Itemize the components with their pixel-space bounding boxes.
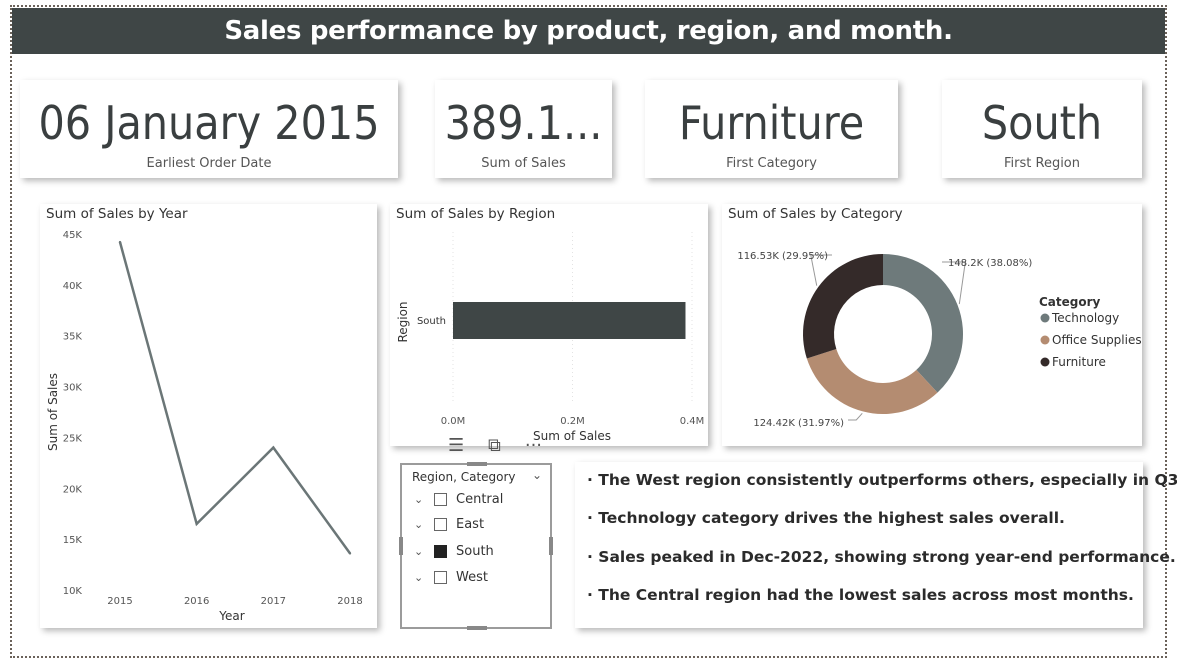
sales-by-region-chart[interactable]: Sum of Sales by Region 0.0M 0.2M 0.4M South…: [390, 204, 708, 446]
year-line-svg: 10K 15K 20K 25K 30K 35K 40K 45K 2015 2016 2017 2018…: [46, 230, 363, 623]
region-bar-svg: 0.0M 0.2M 0.4M South Sum of Sales Region: [396, 232, 705, 443]
resize-handle[interactable]: [467, 626, 487, 630]
slicer-item-east[interactable]: ⌄ East: [414, 514, 484, 534]
kpi-value: 06 January 2015: [38, 96, 380, 150]
kpi-label: Sum of Sales: [481, 156, 566, 171]
slicer-item-south[interactable]: ⌄ South: [414, 541, 494, 561]
x-tick-label: 2017: [261, 596, 286, 607]
slicer-header: Region, Category: [412, 470, 516, 484]
y-tick-label: 40K: [63, 281, 83, 292]
checkbox[interactable]: [434, 492, 447, 506]
line-point: [348, 552, 352, 555]
slice-label: 148.2K (38.08%): [948, 258, 1032, 269]
checkbox-checked[interactable]: [434, 544, 447, 558]
line-point: [118, 240, 122, 244]
legend-marker: [1040, 357, 1050, 367]
category-donut-svg: 148.2K (38.08%) 124.42K (31.97%) 116.53K (…: [737, 251, 1142, 429]
kpi-value: Furniture: [678, 96, 865, 150]
kpi-value: 389.1...: [444, 96, 603, 150]
slicer-item-label: East: [456, 516, 485, 532]
insight-item: · The Central region had the lowest sale…: [587, 586, 1134, 604]
y-tick-label: 10K: [63, 586, 83, 597]
category-label: South: [417, 316, 446, 327]
chart-title: Sum of Sales by Region: [396, 206, 556, 222]
y-tick-label: 15K: [63, 535, 83, 546]
insight-item: · Sales peaked in Dec-2022, showing stro…: [587, 548, 1176, 566]
expand-icon[interactable]: ⌄: [414, 517, 424, 531]
resize-handle[interactable]: [467, 462, 487, 466]
sales-line: [118, 241, 352, 555]
label-leader: [942, 261, 966, 305]
label-leader: [810, 254, 832, 286]
line-point: [272, 446, 275, 449]
x-tick-label: 2018: [337, 596, 362, 607]
y-axis-label: Sum of Sales: [46, 373, 60, 451]
slicer-item-label: West: [456, 569, 488, 585]
legend-item: Office Supplies: [1052, 333, 1142, 347]
insight-item: · Technology category drives the highest…: [587, 509, 1065, 527]
resize-handle[interactable]: [549, 537, 553, 555]
resize-handle[interactable]: [399, 537, 403, 555]
expand-icon[interactable]: ⌄: [414, 492, 424, 506]
slicer-toolbar: ☰ ⧉ ···: [436, 430, 554, 460]
x-tick-label: 0.0M: [441, 416, 466, 427]
y-tick-label: 45K: [63, 230, 83, 241]
region-bar: [453, 302, 686, 339]
kpi-first-region[interactable]: South First Region: [942, 80, 1142, 178]
sales-by-category-chart[interactable]: Sum of Sales by Category 148.2K (38.08%)…: [722, 204, 1142, 446]
y-tick-label: 30K: [63, 383, 83, 394]
y-axis-label: Region: [396, 301, 410, 342]
y-tick-label: 35K: [63, 332, 83, 343]
dashboard-title: Sales performance by product, region, an…: [12, 8, 1165, 54]
donut-slice: [806, 348, 938, 414]
chart-title: Sum of Sales by Year: [46, 206, 188, 222]
kpi-label: Earliest Order Date: [146, 156, 272, 171]
kpi-value: South: [981, 96, 1103, 150]
focus-mode-icon[interactable]: ⧉: [488, 434, 501, 456]
more-options-icon[interactable]: ···: [524, 434, 543, 456]
checkbox[interactable]: [434, 517, 447, 531]
x-tick-label: 2015: [107, 596, 132, 607]
donut-slice: [883, 254, 963, 393]
line-point: [195, 522, 198, 526]
insight-item: · The West region consistently outperfor…: [587, 471, 1177, 489]
label-leader: [848, 412, 863, 421]
slicer-item-west[interactable]: ⌄ West: [414, 567, 488, 587]
y-tick-label: 20K: [63, 484, 83, 495]
chevron-down-icon[interactable]: ⌄: [531, 468, 542, 482]
x-tick-label: 0.2M: [560, 416, 585, 427]
filter-icon[interactable]: ☰: [447, 434, 465, 456]
sales-by-year-chart[interactable]: Sum of Sales by Year 10K 15K 20K 25K 30K 35K 4…: [40, 204, 377, 628]
legend-title: Category: [1039, 295, 1101, 309]
slicer-item-label: Central: [456, 491, 504, 507]
legend-marker: [1040, 335, 1050, 345]
kpi-label: First Region: [1004, 156, 1080, 171]
x-axis-label: Sum of Sales: [533, 429, 611, 443]
kpi-label: First Category: [726, 156, 817, 171]
expand-icon[interactable]: ⌄: [414, 544, 424, 558]
slicer-item-central[interactable]: ⌄ Central: [414, 489, 503, 509]
chart-title: Sum of Sales by Category: [728, 206, 903, 222]
x-tick-label: 0.4M: [680, 416, 705, 427]
slicer-item-label: South: [456, 543, 494, 559]
x-tick-label: 2016: [184, 596, 209, 607]
expand-icon[interactable]: ⌄: [414, 570, 424, 584]
insights-panel: · The West region consistently outperfor…: [575, 462, 1177, 628]
region-category-slicer[interactable]: Region, Category ⌄ ⌄ Central ⌄ East ⌄ So…: [399, 462, 553, 630]
legend-item: Technology: [1051, 311, 1119, 325]
x-axis-label: Year: [218, 609, 244, 623]
slice-label: 116.53K (29.95%): [737, 251, 828, 262]
slice-label: 124.42K (31.97%): [753, 418, 844, 429]
legend-marker: [1040, 313, 1050, 323]
checkbox[interactable]: [434, 570, 447, 584]
kpi-earliest-order-date[interactable]: 06 January 2015 Earliest Order Date: [20, 80, 398, 178]
dashboard-frame: [10, 5, 1167, 658]
donut-slice: [803, 254, 883, 359]
legend-item: Furniture: [1052, 355, 1106, 369]
y-tick-label: 25K: [63, 433, 83, 444]
kpi-first-category[interactable]: Furniture First Category: [645, 80, 898, 178]
kpi-sum-of-sales[interactable]: 389.1... Sum of Sales: [435, 80, 612, 178]
